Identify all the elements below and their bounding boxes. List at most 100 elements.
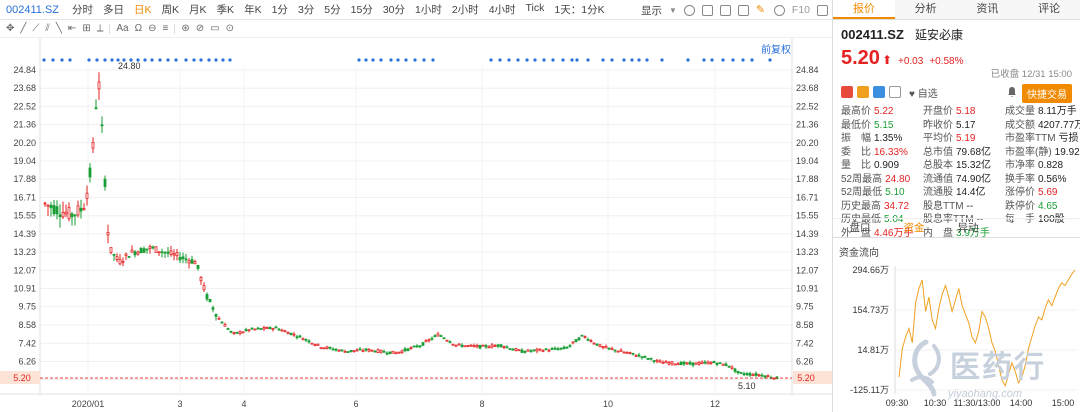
event-marker[interactable] <box>192 58 196 62</box>
event-marker[interactable] <box>122 58 126 62</box>
drawing-tool-icon[interactable]: Ω <box>134 23 143 34</box>
period-option[interactable]: 1分 <box>271 4 288 16</box>
event-marker[interactable] <box>150 58 154 62</box>
layout-icon[interactable] <box>701 4 713 16</box>
event-marker[interactable] <box>586 58 590 62</box>
event-marker[interactable] <box>174 58 178 62</box>
event-marker[interactable] <box>721 58 725 62</box>
event-marker[interactable] <box>396 58 400 62</box>
period-option[interactable]: 季K <box>216 4 235 16</box>
drawing-tool-icon[interactable]: ✥ <box>6 23 15 34</box>
refresh-icon[interactable] <box>773 4 785 16</box>
note-icon[interactable] <box>889 86 901 98</box>
drawing-tool-icon[interactable]: ⊖ <box>148 23 157 34</box>
period-option[interactable]: 5分 <box>324 4 341 16</box>
event-marker[interactable] <box>199 58 203 62</box>
period-option[interactable]: 1天：1分K <box>554 4 605 16</box>
event-marker[interactable] <box>103 58 107 62</box>
event-marker[interactable] <box>379 58 383 62</box>
drawing-tool-icon[interactable]: ⊞ <box>82 23 91 34</box>
stock-code-label[interactable]: 002411.SZ <box>6 3 60 16</box>
event-marker[interactable] <box>601 58 605 62</box>
event-marker[interactable] <box>750 58 754 62</box>
event-marker[interactable] <box>431 58 435 62</box>
share-icon[interactable] <box>873 86 885 98</box>
event-marker[interactable] <box>561 58 565 62</box>
event-marker[interactable] <box>489 58 493 62</box>
drawing-tool-icon[interactable]: ⊘ <box>195 23 205 34</box>
event-marker[interactable] <box>525 58 529 62</box>
event-marker[interactable] <box>768 58 772 62</box>
event-marker[interactable] <box>702 58 706 62</box>
event-marker[interactable] <box>542 58 546 62</box>
event-marker[interactable] <box>575 58 579 62</box>
event-marker[interactable] <box>413 58 417 62</box>
period-option[interactable]: 1小时 <box>415 4 442 16</box>
event-marker[interactable] <box>95 58 99 62</box>
quote-tab[interactable]: 分析 <box>894 0 957 19</box>
drawing-tool-icon[interactable]: ▭ <box>210 23 220 34</box>
bell-icon[interactable] <box>1006 86 1018 98</box>
drawing-tool-icon[interactable]: ≡ <box>162 23 169 34</box>
period-option[interactable]: 分时 <box>72 4 94 16</box>
period-option[interactable]: Tick <box>525 2 545 14</box>
drawing-tool-icon[interactable]: ⟋ <box>32 23 40 34</box>
drawing-tool-icon[interactable]: Aa <box>116 23 129 34</box>
quick-trade-button[interactable]: 快捷交易 <box>1022 84 1072 103</box>
detail-tab[interactable]: 资金 <box>903 222 925 234</box>
drawing-tool-icon[interactable]: ╲ <box>55 23 62 34</box>
event-marker[interactable] <box>207 58 211 62</box>
adjust-mode-link[interactable]: 前复权 <box>761 45 791 56</box>
event-marker[interactable] <box>228 58 232 62</box>
event-marker[interactable] <box>42 58 46 62</box>
event-marker[interactable] <box>622 58 626 62</box>
event-marker[interactable] <box>371 58 375 62</box>
event-marker[interactable] <box>158 58 162 62</box>
settings-icon[interactable] <box>683 4 695 16</box>
detail-tab[interactable]: 盘口 <box>849 222 871 234</box>
event-marker[interactable] <box>686 58 690 62</box>
drawing-tool-icon[interactable]: ⟂ <box>96 23 104 34</box>
event-marker[interactable] <box>87 58 91 62</box>
event-marker[interactable] <box>404 58 408 62</box>
period-option[interactable]: 30分 <box>382 4 405 16</box>
pencil-icon[interactable]: ✎ <box>755 3 766 16</box>
event-marker[interactable] <box>357 58 361 62</box>
event-marker[interactable] <box>129 58 133 62</box>
event-marker[interactable] <box>533 58 537 62</box>
period-option[interactable]: 多日 <box>103 4 125 16</box>
event-marker[interactable] <box>110 58 114 62</box>
drawing-tool-icon[interactable]: ⫽ <box>45 23 50 34</box>
event-marker[interactable] <box>630 58 634 62</box>
event-marker[interactable] <box>389 58 393 62</box>
event-marker[interactable] <box>551 58 555 62</box>
event-marker[interactable] <box>221 58 225 62</box>
lightning-icon[interactable] <box>857 86 869 98</box>
event-marker[interactable] <box>610 58 614 62</box>
event-marker[interactable] <box>116 58 120 62</box>
event-marker[interactable] <box>710 58 714 62</box>
drawing-tool-icon[interactable]: ╱ <box>20 23 27 34</box>
period-option[interactable]: 月K <box>189 4 207 16</box>
quote-tab[interactable]: 资讯 <box>956 0 1019 19</box>
display-menu[interactable]: 显示 <box>640 4 662 17</box>
event-marker[interactable] <box>166 58 170 62</box>
panel-toggle-icon[interactable] <box>817 4 828 16</box>
kline-chart[interactable]: 24.84 24.84 23.68 23.68 22.52 22.52 21.36 21.36… <box>0 38 832 412</box>
quote-tab[interactable]: 报价 <box>833 0 895 19</box>
period-option[interactable]: 年K <box>244 4 262 16</box>
detail-tab[interactable]: 异动 <box>957 222 979 234</box>
kline-svg[interactable]: 24.84 24.84 23.68 23.68 22.52 22.52 21.36 21.36… <box>0 38 832 412</box>
event-marker[interactable] <box>364 58 368 62</box>
period-option[interactable]: 3分 <box>297 4 315 16</box>
add-watchlist-button[interactable]: ♥ 自选 <box>909 88 938 100</box>
event-marker[interactable] <box>731 58 735 62</box>
event-marker[interactable] <box>498 58 502 62</box>
event-marker[interactable] <box>136 58 140 62</box>
period-option[interactable]: 4小时 <box>488 4 516 16</box>
period-option[interactable]: 日K <box>134 4 152 16</box>
event-marker[interactable] <box>645 58 649 62</box>
event-marker[interactable] <box>143 58 147 62</box>
drawing-tool-icon[interactable]: ⊛ <box>181 23 190 34</box>
event-marker[interactable] <box>516 58 520 62</box>
